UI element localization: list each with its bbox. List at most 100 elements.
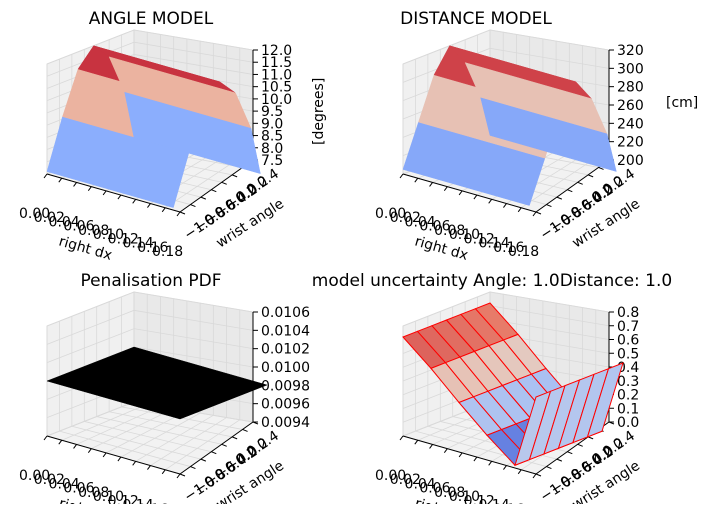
- x-tick-label: 0.04: [405, 214, 436, 230]
- y-tick: [211, 189, 217, 193]
- y-tick: [587, 174, 594, 178]
- x-tick: [117, 194, 122, 200]
- y-axis-line: [179, 421, 254, 475]
- x-tick-label: 0.00: [19, 206, 50, 222]
- z-tick-label: 0.8: [617, 305, 639, 321]
- grid-line-z: [46, 328, 254, 364]
- y-tick: [221, 443, 227, 447]
- y-tick: [546, 204, 552, 208]
- surface-patch: [480, 97, 617, 172]
- y-tick: [200, 458, 207, 462]
- z-tick-label: 12.0: [261, 43, 292, 59]
- x-tick: [176, 473, 181, 479]
- x-tick: [532, 473, 537, 479]
- x-tick: [488, 461, 493, 466]
- z-tick-label: 0.0098: [261, 378, 310, 394]
- y-tick: [242, 428, 248, 432]
- z-tick-label: 0.3: [617, 374, 639, 390]
- y-tick: [556, 196, 563, 200]
- grid-line-z: [402, 47, 610, 83]
- grid-line-x: [91, 408, 174, 450]
- grid-line-z: [46, 29, 254, 65]
- z-tick-label: 0.5: [617, 346, 639, 362]
- x-tick-label: 0.18: [152, 244, 183, 260]
- z-tick-label: 9.0: [261, 116, 283, 132]
- grid-line-z: [46, 41, 254, 77]
- z-axis-label: [degrees]: [311, 78, 327, 145]
- surface-plane: [46, 346, 268, 420]
- y-axis-line: [535, 159, 610, 213]
- x-tick: [102, 452, 107, 458]
- x-tick-label: 0.08: [78, 485, 109, 501]
- z-tick-label: 0.0102: [261, 342, 310, 358]
- z-tick-label: 11.0: [261, 67, 292, 83]
- z-tick-label: 260: [617, 98, 644, 114]
- y-tick: [190, 204, 196, 208]
- x-tick-label: 0.14: [478, 498, 509, 504]
- grid-line-x: [520, 157, 597, 209]
- x-tick: [517, 207, 522, 213]
- grid-line-y: [59, 430, 191, 467]
- z-tick-label: 0.7: [617, 319, 639, 335]
- y-tick: [179, 211, 186, 215]
- x-tick: [147, 203, 151, 208]
- y-tick: [231, 174, 238, 178]
- x-tick: [458, 452, 463, 458]
- surface-patch: [124, 91, 261, 175]
- x-tick-label: 0.16: [137, 240, 168, 256]
- x-tick: [473, 194, 478, 200]
- x-tick-label: 0.04: [49, 476, 80, 492]
- x-tick: [399, 173, 404, 179]
- y-axis-line: [179, 159, 254, 213]
- x-tick: [147, 465, 151, 470]
- y-tick: [221, 181, 227, 185]
- surface-patch: [586, 362, 624, 438]
- y-tick: [567, 451, 573, 455]
- x-tick: [132, 461, 137, 466]
- x-tick: [503, 203, 507, 208]
- y-tick: [546, 466, 552, 470]
- y-tick: [577, 181, 583, 185]
- z-tick-label: 8.0: [261, 141, 283, 157]
- z-tick-label: 0.1: [617, 401, 639, 417]
- z-tick-label: 0.2: [617, 388, 639, 404]
- grid-line-x: [164, 419, 241, 471]
- z-tick-label: 0.0096: [261, 397, 310, 413]
- chart-panel-4: 0.000.020.040.060.080.100.120.140.160.18…: [312, 271, 672, 508]
- x-tick: [503, 465, 507, 470]
- x-tick-label: 0.08: [434, 485, 465, 501]
- z-tick-label: 300: [617, 61, 644, 77]
- x-tick-label: 0.12: [464, 231, 495, 247]
- x-tick-label: 0.00: [19, 468, 50, 484]
- y-tick: [190, 466, 196, 470]
- x-tick: [473, 456, 478, 462]
- x-tick-label: 0.10: [449, 227, 480, 243]
- x-tick: [488, 199, 493, 204]
- z-tick-label: 0.0106: [261, 305, 310, 321]
- z-tick-label: 240: [617, 116, 644, 132]
- x-tick: [443, 186, 448, 191]
- x-tick: [429, 182, 433, 187]
- x-tick: [132, 199, 137, 204]
- x-tick-label: 0.00: [375, 206, 406, 222]
- x-tick-label: 0.02: [34, 210, 65, 226]
- x-tick-label: 0.04: [49, 214, 80, 230]
- y-tick: [567, 189, 573, 193]
- x-tick: [443, 448, 448, 453]
- grid-line-x: [120, 412, 201, 458]
- z-tick-label: 0.0104: [261, 323, 310, 339]
- x-tick: [414, 177, 419, 183]
- chart-panel-2: 0.000.020.040.060.080.100.120.140.160.18…: [375, 9, 698, 264]
- x-tick: [43, 173, 48, 179]
- chart-panel-3: 0.000.020.040.060.080.100.120.140.160.18…: [19, 271, 310, 508]
- x-tick: [399, 435, 404, 441]
- y-tick: [587, 436, 594, 440]
- x-tick-label: 0.06: [419, 219, 450, 235]
- x-tick: [176, 211, 181, 217]
- grid-line-z: [402, 29, 610, 65]
- grid-line-z: [46, 309, 254, 345]
- x-tick-label: 0.02: [390, 472, 421, 488]
- x-tick-label: 0.08: [78, 223, 109, 239]
